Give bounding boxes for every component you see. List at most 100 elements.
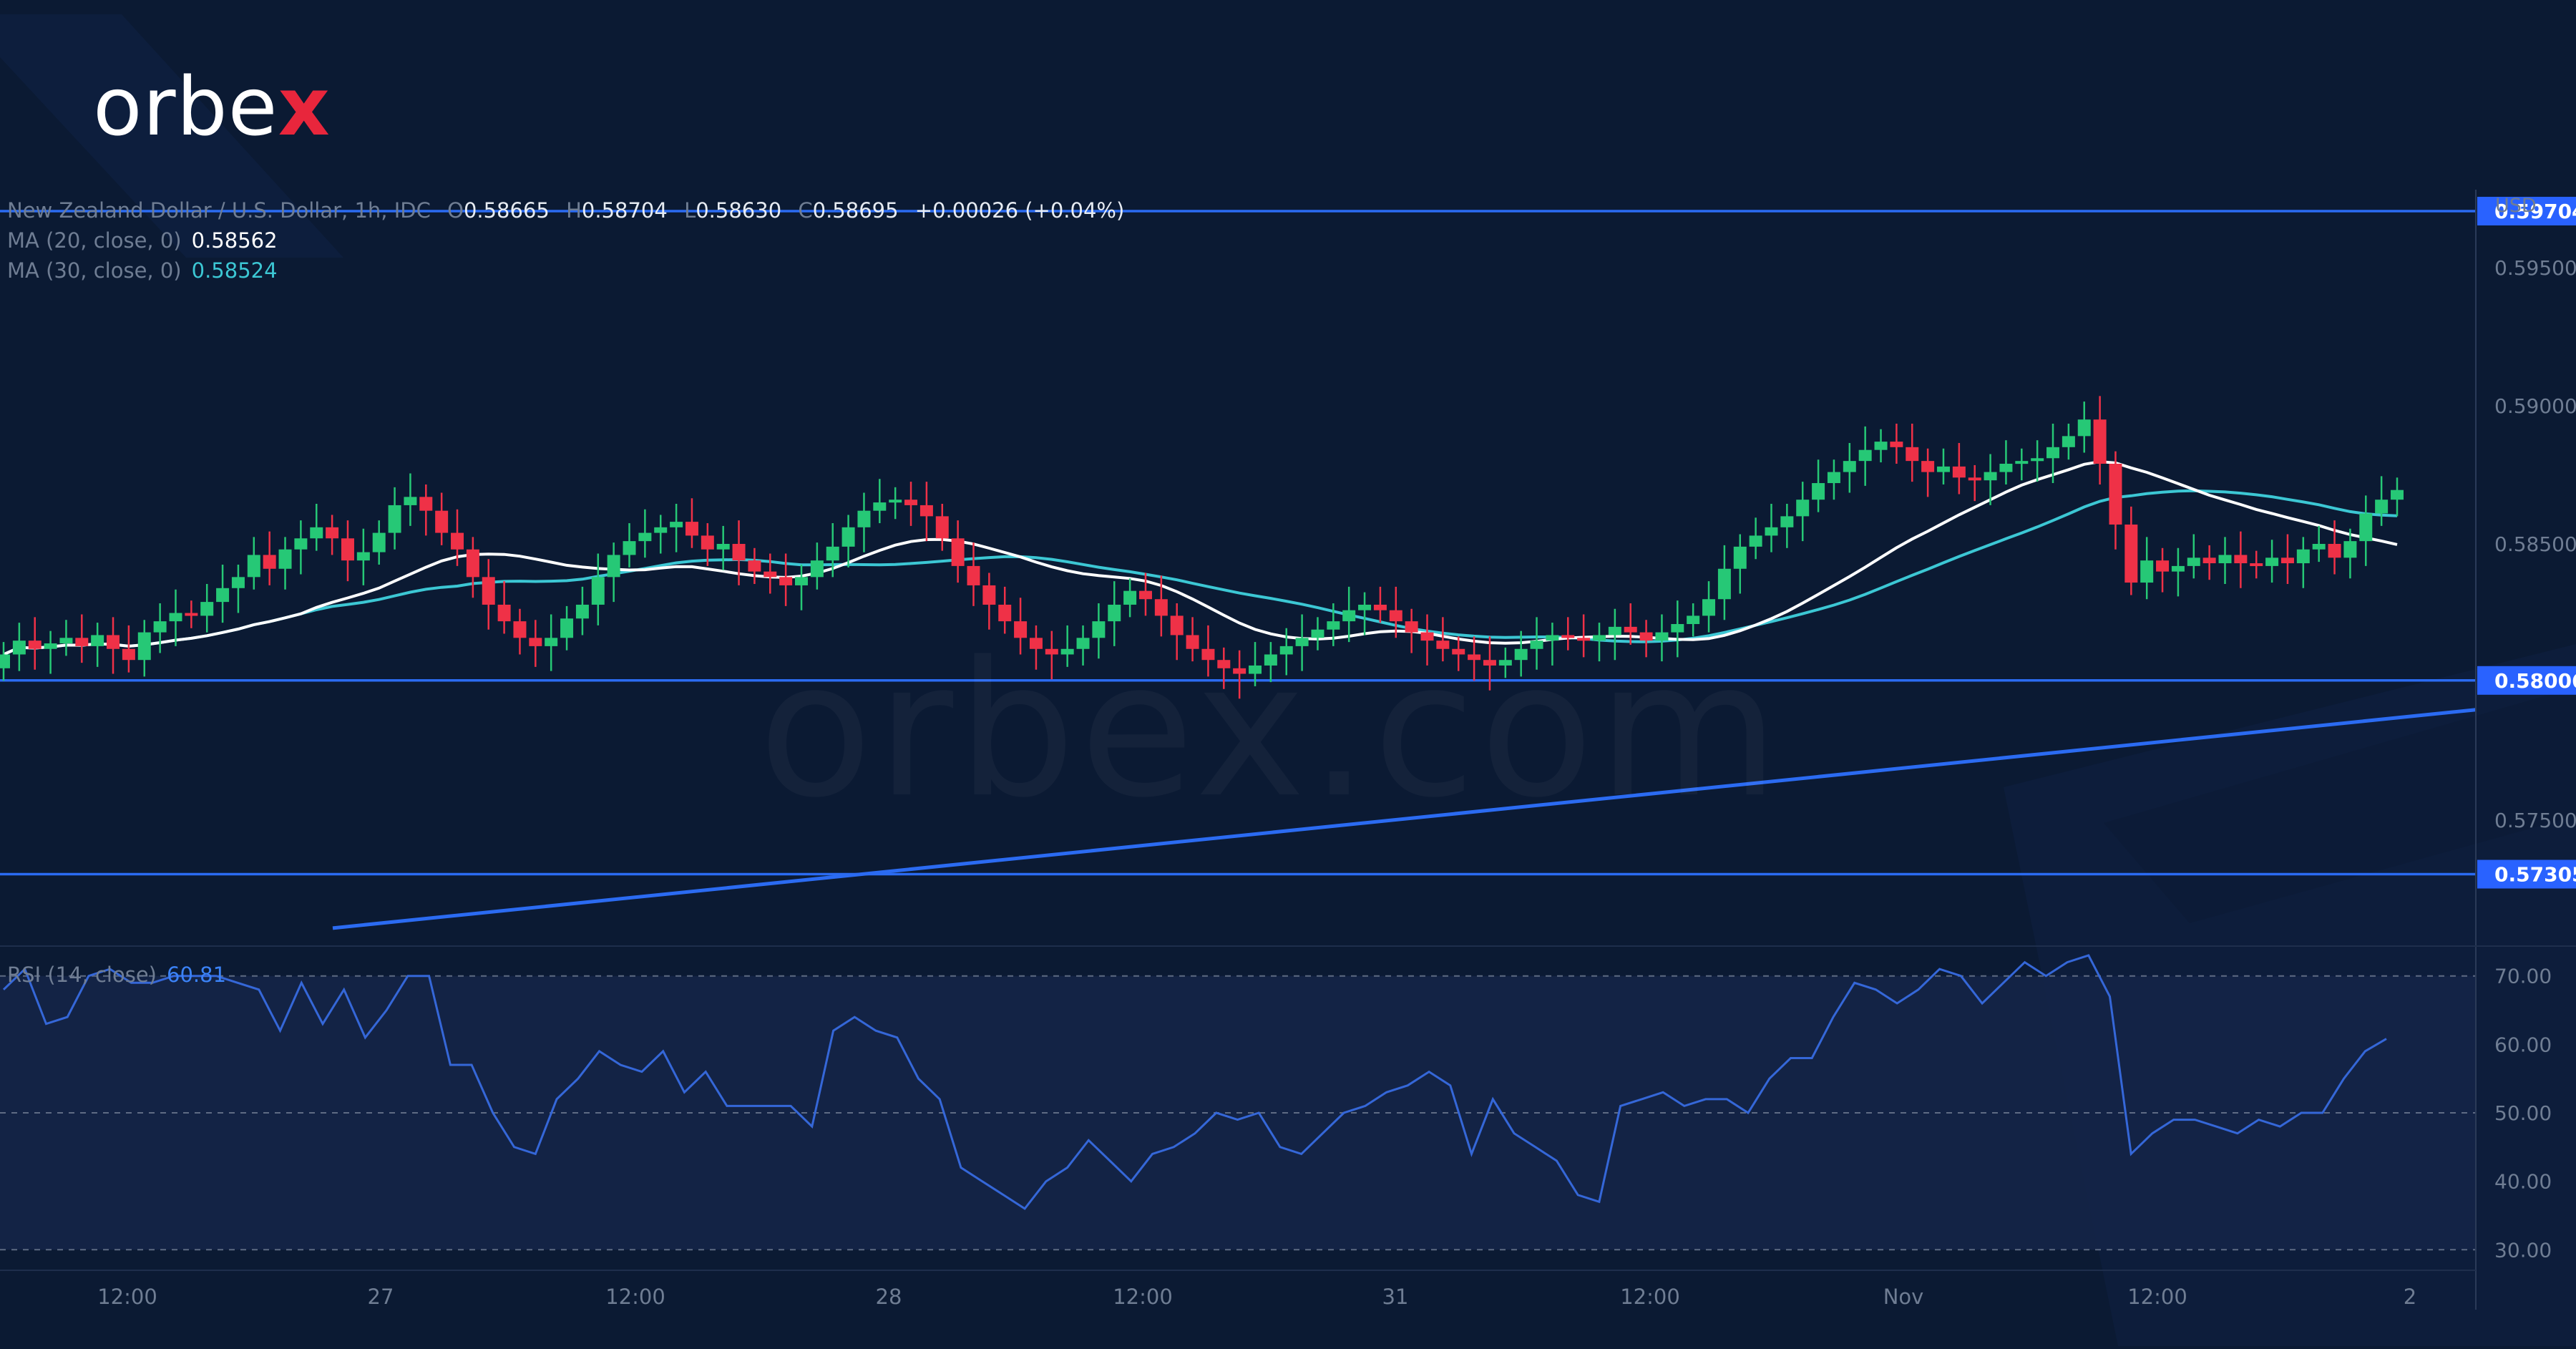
candles-layer[interactable] — [0, 396, 2404, 699]
candle-body — [1420, 632, 1434, 641]
level-label-box — [2477, 859, 2576, 889]
candle-body — [1373, 604, 1387, 610]
candle-body — [59, 638, 73, 644]
close-label: C — [798, 198, 813, 223]
price-tick-label: 0.58500 — [2494, 532, 2576, 556]
logo-text: orbex — [93, 61, 331, 154]
price-tick-label: 0.59500 — [2494, 256, 2576, 280]
candle-body — [716, 544, 730, 550]
candle-body — [2077, 419, 2091, 437]
candle-body — [623, 541, 636, 555]
candle-body — [685, 522, 698, 536]
candle-body — [1936, 466, 1950, 472]
candle-body — [44, 643, 57, 649]
level-label-box — [2477, 197, 2576, 226]
candle-body — [575, 604, 589, 619]
candle-body — [1138, 590, 1152, 600]
candle-body — [2250, 563, 2263, 567]
candle-body — [497, 604, 511, 622]
candle-body — [1812, 483, 1825, 500]
candle-body — [2328, 544, 2341, 558]
moving-average-layer — [3, 460, 2398, 656]
candle-body — [482, 577, 495, 605]
price-tick-label: 0.59000 — [2494, 394, 2576, 418]
candle-body — [2265, 557, 2279, 566]
candle-body — [1671, 624, 1684, 633]
candle-body — [1092, 621, 1106, 638]
ma30-legend: MA (30, close, 0) 0.58524 — [7, 258, 278, 283]
candle-body — [294, 538, 308, 550]
time-tick-label: 2 — [2404, 1285, 2416, 1309]
candle-body — [278, 549, 292, 569]
candle-body — [1311, 629, 1324, 638]
candle-body — [341, 538, 354, 561]
candle-body — [2234, 555, 2248, 564]
candle-body — [200, 602, 214, 616]
candle-body — [1999, 464, 2013, 472]
candle-body — [169, 613, 182, 622]
candle-body — [372, 532, 386, 552]
ma20-value: 0.58562 — [191, 228, 278, 253]
candle-body — [1405, 621, 1418, 633]
candle-body — [2046, 447, 2060, 459]
candle-body — [356, 552, 370, 561]
logo-main: orbe — [93, 61, 278, 154]
candle-body — [247, 555, 260, 578]
candle-body — [1733, 546, 1747, 569]
candle-body — [1452, 648, 1465, 655]
close-value: 0.58695 — [812, 198, 899, 223]
symbol-legend: New Zealand Dollar / U.S. Dollar, 1h, ID… — [7, 198, 1124, 223]
candle-body — [1483, 660, 1496, 666]
high-value: 0.58704 — [581, 198, 668, 223]
level-label: 0.58006 — [2494, 669, 2576, 693]
candle-body — [638, 532, 652, 542]
candle-body — [1498, 660, 1512, 666]
candle-body — [1076, 638, 1090, 649]
low-label: L — [684, 198, 696, 223]
candle-body — [763, 571, 777, 578]
candle-body — [1561, 635, 1575, 638]
candle-body — [1984, 472, 1997, 481]
candle-body — [1843, 461, 1856, 472]
logo-accent: x — [278, 61, 331, 154]
price-unit: USD — [2495, 195, 2537, 217]
candle-body — [1796, 500, 1810, 517]
ma30-value: 0.58524 — [191, 258, 278, 283]
candle-body — [951, 538, 965, 566]
candle-body — [1952, 466, 1966, 478]
candle-body — [1780, 516, 1794, 527]
candle-body — [2124, 524, 2138, 583]
candle-body — [529, 638, 542, 646]
candle-body — [1858, 449, 1872, 462]
rsi-layer — [0, 954, 2476, 1251]
rsi-label: RSI (14, close) — [7, 963, 157, 987]
candle-body — [75, 638, 89, 646]
candle-body — [873, 502, 887, 511]
candle-body — [1201, 648, 1215, 661]
ma20-legend: MA (20, close, 0) 0.58562 — [7, 228, 278, 253]
candle-body — [779, 577, 793, 585]
high-label: H — [566, 198, 582, 223]
ma30-line — [3, 489, 2398, 656]
candle-body — [889, 500, 902, 503]
price-tick-label: 0.57500 — [2494, 809, 2576, 832]
candle-body — [1514, 648, 1528, 661]
candle-body — [2031, 458, 2044, 462]
candle-body — [1029, 638, 1043, 649]
candle-body — [841, 527, 855, 547]
time-tick-label: 12:00 — [605, 1285, 665, 1309]
ma20-label: MA (20, close, 0) — [7, 228, 182, 253]
candle-body — [1233, 668, 1246, 674]
candle-body — [2359, 513, 2373, 542]
candle-body — [1577, 638, 1591, 641]
candle-body — [388, 505, 401, 533]
candle-body — [982, 585, 996, 605]
candle-body — [1906, 447, 1919, 462]
candle-body — [1264, 654, 1277, 666]
level-label: 0.57305 — [2494, 863, 2576, 887]
candle-body — [12, 641, 26, 655]
candle-body — [1295, 638, 1309, 646]
candle-body — [1468, 654, 1481, 661]
candle-body — [1593, 635, 1606, 641]
